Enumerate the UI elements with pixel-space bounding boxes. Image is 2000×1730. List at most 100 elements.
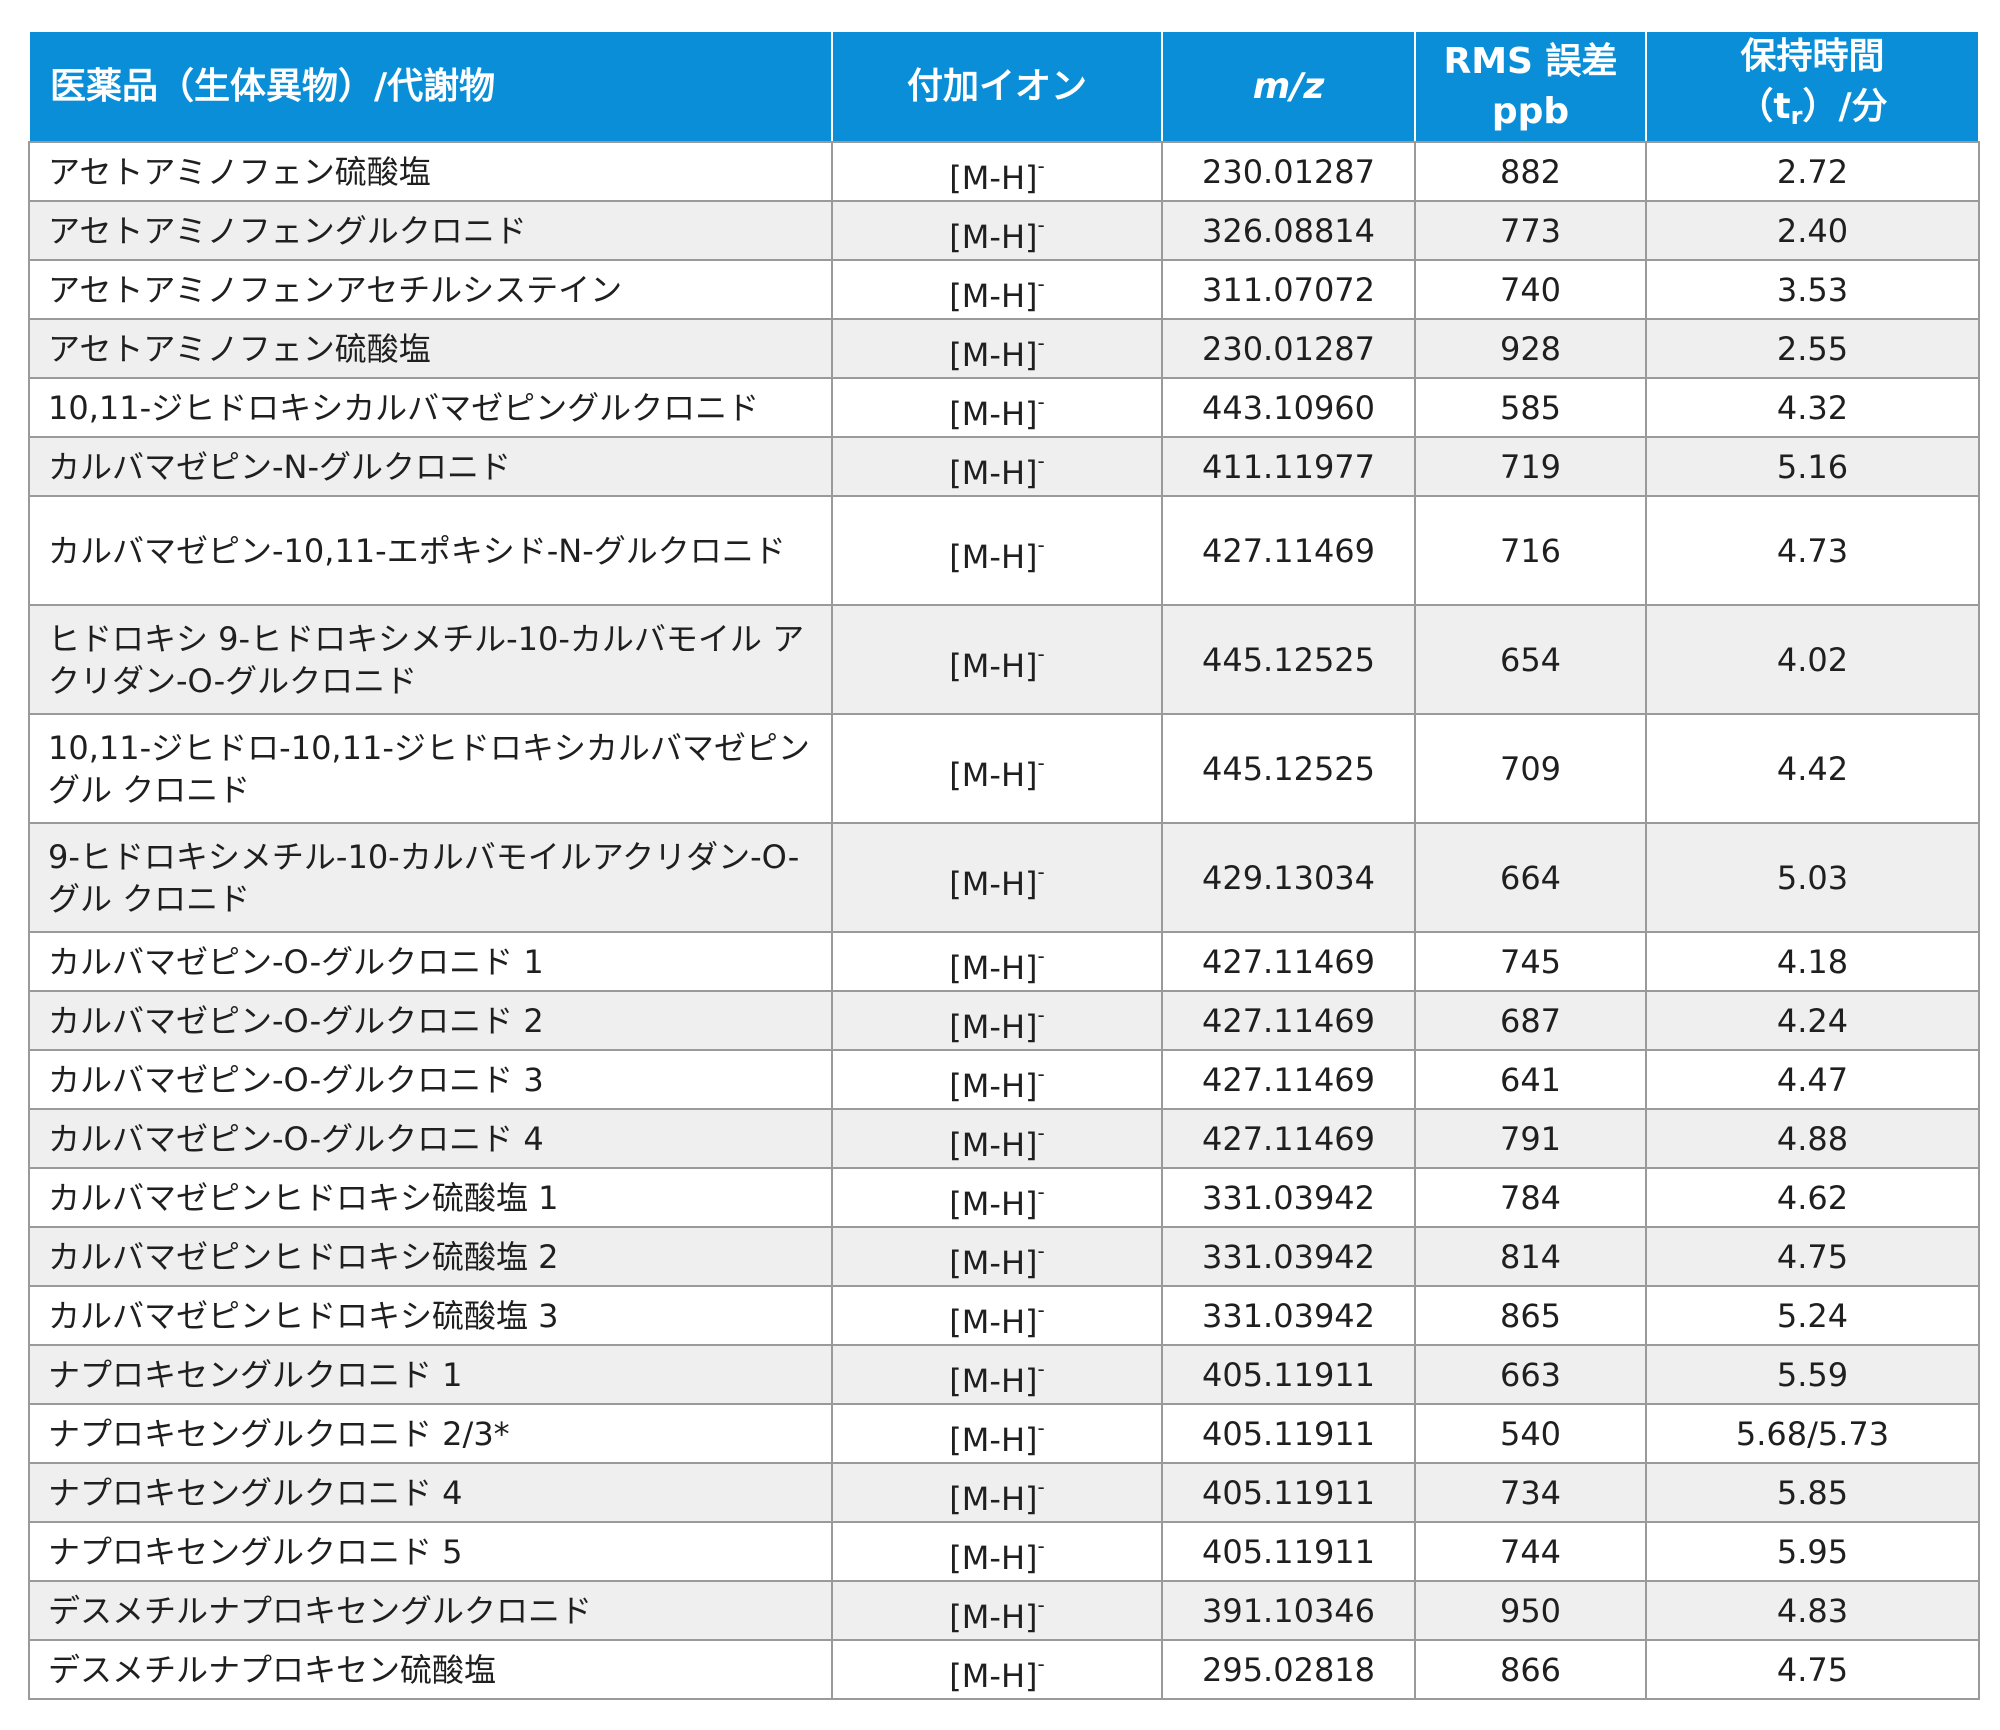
cell-rms-error: 928	[1414, 318, 1647, 379]
cell-rms-error: 664	[1414, 822, 1647, 933]
adduct-charge: -	[1037, 1415, 1045, 1440]
table-row: カルバマゼピンヒドロキシ硫酸塩 2 [M-H]- 331.03942 814 4.75	[28, 1226, 1980, 1287]
header-mz-label: m/z	[1252, 65, 1325, 107]
adduct-base: [M-H]	[949, 1479, 1038, 1518]
cell-adduct: [M-H]-	[831, 495, 1163, 606]
cell-retention-time: 4.73	[1645, 495, 1980, 606]
adduct-base: [M-H]	[949, 1007, 1038, 1046]
cell-adduct: [M-H]-	[831, 141, 1163, 202]
cell-mz: 429.13034	[1161, 822, 1416, 933]
header-compound: 医薬品（生体異物）/代謝物	[28, 30, 833, 143]
cell-rms-error: 734	[1414, 1462, 1647, 1523]
cell-compound: ナプロキセングルクロニド 2/3*	[28, 1403, 833, 1464]
cell-retention-time: 5.59	[1645, 1344, 1980, 1405]
table-row: カルバマゼピンヒドロキシ硫酸塩 3 [M-H]- 331.03942 865 5.24	[28, 1285, 1980, 1346]
cell-adduct: [M-H]-	[831, 1108, 1163, 1169]
table-row: ナプロキセングルクロニド 1 [M-H]- 405.11911 663 5.59	[28, 1344, 1980, 1405]
cell-adduct: [M-H]-	[831, 200, 1163, 261]
cell-mz: 443.10960	[1161, 377, 1416, 438]
cell-compound: アセトアミノフェン硫酸塩	[28, 141, 833, 202]
cell-rms-error: 773	[1414, 200, 1647, 261]
adduct-base: [M-H]	[949, 1420, 1038, 1459]
cell-retention-time: 2.55	[1645, 318, 1980, 379]
cell-mz: 405.11911	[1161, 1344, 1416, 1405]
cell-rms-error: 745	[1414, 931, 1647, 992]
cell-retention-time: 2.72	[1645, 141, 1980, 202]
table-row: カルバマゼピン-10,11-エポキシド-N-グルクロニド [M-H]- 427.11…	[28, 495, 1980, 606]
cell-mz: 230.01287	[1161, 141, 1416, 202]
header-rms-line2: ppb	[1491, 90, 1570, 132]
cell-compound: カルバマゼピン-O-グルクロニド 3	[28, 1049, 833, 1110]
cell-mz: 331.03942	[1161, 1226, 1416, 1287]
adduct-base: [M-H]	[949, 394, 1038, 433]
adduct-base: [M-H]	[949, 453, 1038, 492]
cell-retention-time: 4.02	[1645, 604, 1980, 715]
cell-retention-time: 3.53	[1645, 259, 1980, 320]
adduct-base: [M-H]	[949, 1184, 1038, 1223]
cell-mz: 427.11469	[1161, 495, 1416, 606]
cell-rms-error: 865	[1414, 1285, 1647, 1346]
cell-adduct: [M-H]-	[831, 318, 1163, 379]
adduct-charge: -	[1037, 532, 1045, 557]
cell-retention-time: 4.62	[1645, 1167, 1980, 1228]
adduct-charge: -	[1037, 389, 1045, 414]
adduct-charge: -	[1037, 1238, 1045, 1263]
cell-compound: カルバマゼピンヒドロキシ硫酸塩 2	[28, 1226, 833, 1287]
cell-retention-time: 5.95	[1645, 1521, 1980, 1582]
adduct-base: [M-H]	[949, 537, 1038, 576]
adduct-charge: -	[1037, 1592, 1045, 1617]
cell-adduct: [M-H]-	[831, 1049, 1163, 1110]
cell-mz: 427.11469	[1161, 990, 1416, 1051]
adduct-charge: -	[1037, 1179, 1045, 1204]
cell-retention-time: 5.03	[1645, 822, 1980, 933]
cell-compound: アセトアミノフェングルクロニド	[28, 200, 833, 261]
header-rt-open: （t	[1737, 86, 1791, 127]
cell-retention-time: 4.18	[1645, 931, 1980, 992]
cell-retention-time: 5.68/5.73	[1645, 1403, 1980, 1464]
cell-mz: 445.12525	[1161, 604, 1416, 715]
adduct-charge: -	[1037, 1002, 1045, 1027]
cell-compound: 10,11-ジヒドロ-10,11-ジヒドロキシカルバマゼピングル クロニド	[28, 713, 833, 824]
cell-compound: ヒドロキシ 9-ヒドロキシメチル-10-カルバモイル アクリダン-O-グルクロニ…	[28, 604, 833, 715]
adduct-charge: -	[1037, 1651, 1045, 1676]
adduct-charge: -	[1037, 1474, 1045, 1499]
adduct-charge: -	[1037, 1120, 1045, 1145]
cell-rms-error: 744	[1414, 1521, 1647, 1582]
cell-adduct: [M-H]-	[831, 1639, 1163, 1700]
cell-mz: 295.02818	[1161, 1639, 1416, 1700]
table-row: アセトアミノフェン硫酸塩 [M-H]- 230.01287 928 2.55	[28, 318, 1980, 379]
cell-rms-error: 866	[1414, 1639, 1647, 1700]
cell-rms-error: 663	[1414, 1344, 1647, 1405]
table-row: ナプロキセングルクロニド 2/3* [M-H]- 405.11911 540 5.68/…	[28, 1403, 1980, 1464]
header-mz: m/z	[1161, 30, 1416, 143]
table-row: アセトアミノフェン硫酸塩 [M-H]- 230.01287 882 2.72	[28, 141, 1980, 202]
header-adduct: 付加イオン	[831, 30, 1163, 143]
table-header: 医薬品（生体異物）/代謝物 付加イオン m/z RMS 誤差 ppb 保持時間 …	[28, 30, 1980, 143]
cell-adduct: [M-H]-	[831, 931, 1163, 992]
adduct-charge: -	[1037, 330, 1045, 355]
cell-adduct: [M-H]-	[831, 713, 1163, 824]
cell-retention-time: 4.24	[1645, 990, 1980, 1051]
cell-mz: 427.11469	[1161, 1049, 1416, 1110]
header-rt-line1: 保持時間	[1740, 36, 1885, 77]
cell-adduct: [M-H]-	[831, 436, 1163, 497]
cell-adduct: [M-H]-	[831, 1521, 1163, 1582]
adduct-base: [M-H]	[949, 1538, 1038, 1577]
table-row: ヒドロキシ 9-ヒドロキシメチル-10-カルバモイル アクリダン-O-グルクロニ…	[28, 604, 1980, 715]
cell-rms-error: 709	[1414, 713, 1647, 824]
cell-adduct: [M-H]-	[831, 1580, 1163, 1641]
table-row: ナプロキセングルクロニド 4 [M-H]- 405.11911 734 5.85	[28, 1462, 1980, 1523]
header-rms-error: RMS 誤差 ppb	[1414, 30, 1647, 143]
cell-mz: 331.03942	[1161, 1167, 1416, 1228]
cell-retention-time: 4.32	[1645, 377, 1980, 438]
adduct-base: [M-H]	[949, 1066, 1038, 1105]
cell-rms-error: 740	[1414, 259, 1647, 320]
cell-adduct: [M-H]-	[831, 1403, 1163, 1464]
table-row: カルバマゼピンヒドロキシ硫酸塩 1 [M-H]- 331.03942 784 4.62	[28, 1167, 1980, 1228]
header-row: 医薬品（生体異物）/代謝物 付加イオン m/z RMS 誤差 ppb 保持時間 …	[28, 30, 1980, 143]
cell-rms-error: 687	[1414, 990, 1647, 1051]
table-row: デスメチルナプロキセン硫酸塩 [M-H]- 295.02818 866 4.75	[28, 1639, 1980, 1700]
cell-mz: 391.10346	[1161, 1580, 1416, 1641]
cell-compound: 9-ヒドロキシメチル-10-カルバモイルアクリダン-O-グル クロニド	[28, 822, 833, 933]
metabolite-table-container: 医薬品（生体異物）/代謝物 付加イオン m/z RMS 誤差 ppb 保持時間 …	[28, 30, 1980, 1700]
